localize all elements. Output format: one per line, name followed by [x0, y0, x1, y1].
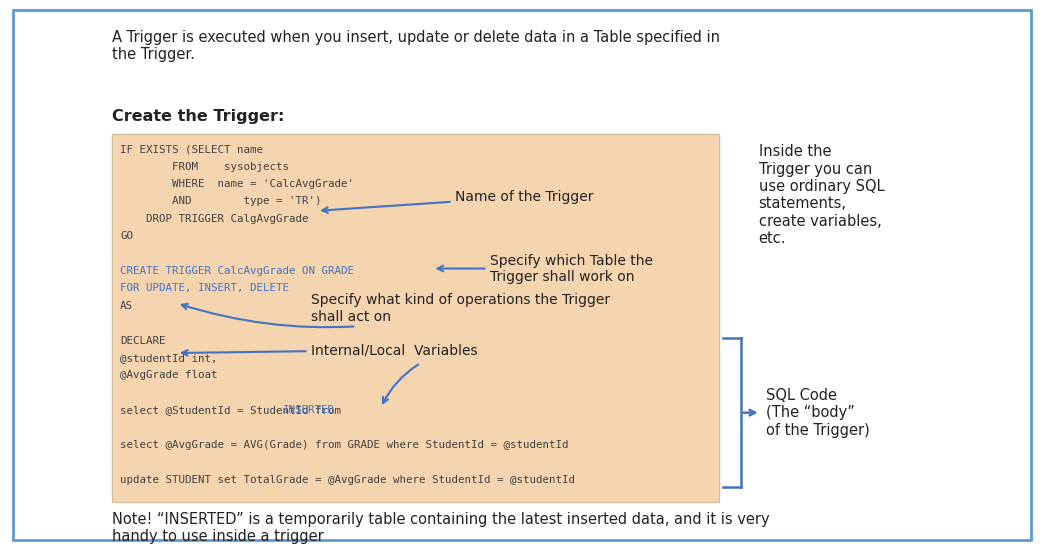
Text: IF EXISTS (SELECT name: IF EXISTS (SELECT name — [120, 144, 263, 154]
Text: Note! “INSERTED” is a temporarily table containing the latest inserted data, and: Note! “INSERTED” is a temporarily table … — [113, 512, 770, 545]
Text: CREATE TRIGGER CalcAvgGrade ON GRADE: CREATE TRIGGER CalcAvgGrade ON GRADE — [120, 266, 354, 276]
Text: Inside the
Trigger you can
use ordinary SQL
statements,
create variables,
etc.: Inside the Trigger you can use ordinary … — [759, 144, 884, 246]
Bar — [113, 134, 719, 502]
Text: select @AvgGrade = AVG(Grade) from GRADE where StudentId = @studentId: select @AvgGrade = AVG(Grade) from GRADE… — [120, 440, 569, 450]
Text: Specify which Table the
Trigger shall work on: Specify which Table the Trigger shall wo… — [437, 254, 654, 284]
Text: @AvgGrade float: @AvgGrade float — [120, 371, 218, 380]
Text: select @StudentId = StudentId from: select @StudentId = StudentId from — [120, 405, 348, 415]
Text: FROM    sysobjects: FROM sysobjects — [120, 161, 289, 171]
Text: GO: GO — [120, 231, 134, 241]
Text: Specify what kind of operations the Trigger
shall act on: Specify what kind of operations the Trig… — [182, 293, 611, 327]
Text: update STUDENT set TotalGrade = @AvgGrade where StudentId = @studentId: update STUDENT set TotalGrade = @AvgGrad… — [120, 475, 575, 485]
Text: Internal/Local  Variables: Internal/Local Variables — [182, 343, 478, 357]
Text: SQL Code
(The “body”
of the Trigger): SQL Code (The “body” of the Trigger) — [765, 388, 870, 437]
Text: @studentId int,: @studentId int, — [120, 353, 218, 363]
Text: FOR UPDATE, INSERT, DELETE: FOR UPDATE, INSERT, DELETE — [120, 283, 289, 294]
Text: AS: AS — [120, 301, 134, 311]
Text: Name of the Trigger: Name of the Trigger — [323, 190, 594, 213]
Text: DECLARE: DECLARE — [120, 336, 166, 346]
Text: Create the Trigger:: Create the Trigger: — [113, 109, 285, 124]
Text: WHERE  name = 'CalcAvgGrade': WHERE name = 'CalcAvgGrade' — [120, 179, 354, 189]
Text: AND        type = 'TR'): AND type = 'TR') — [120, 196, 322, 206]
Text: DROP TRIGGER CalgAvgGrade: DROP TRIGGER CalgAvgGrade — [120, 214, 309, 224]
Text: A Trigger is executed when you insert, update or delete data in a Table specifie: A Trigger is executed when you insert, u… — [113, 30, 720, 62]
Text: INSERTED: INSERTED — [283, 405, 335, 415]
